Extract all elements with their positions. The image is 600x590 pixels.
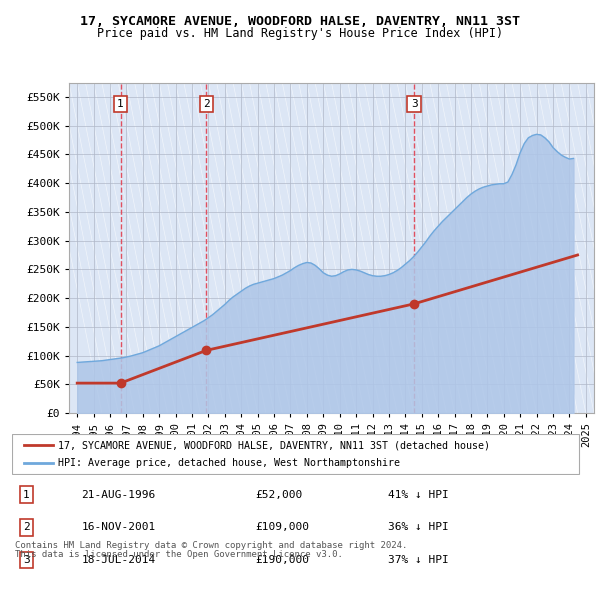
Text: £109,000: £109,000 xyxy=(255,522,309,532)
Text: £190,000: £190,000 xyxy=(255,555,309,565)
Text: This data is licensed under the Open Government Licence v3.0.: This data is licensed under the Open Gov… xyxy=(15,550,343,559)
Text: 1: 1 xyxy=(117,99,124,109)
Text: £52,000: £52,000 xyxy=(255,490,302,500)
Text: 17, SYCAMORE AVENUE, WOODFORD HALSE, DAVENTRY, NN11 3ST (detached house): 17, SYCAMORE AVENUE, WOODFORD HALSE, DAV… xyxy=(58,440,490,450)
Text: 18-JUL-2014: 18-JUL-2014 xyxy=(82,555,156,565)
Text: 3: 3 xyxy=(23,555,30,565)
Text: Contains HM Land Registry data © Crown copyright and database right 2024.: Contains HM Land Registry data © Crown c… xyxy=(15,541,407,550)
Text: 1: 1 xyxy=(23,490,30,500)
Text: 2: 2 xyxy=(203,99,209,109)
Text: 41% ↓ HPI: 41% ↓ HPI xyxy=(388,490,449,500)
Text: 2: 2 xyxy=(23,522,30,532)
Text: 37% ↓ HPI: 37% ↓ HPI xyxy=(388,555,449,565)
Text: 16-NOV-2001: 16-NOV-2001 xyxy=(82,522,156,532)
Text: 36% ↓ HPI: 36% ↓ HPI xyxy=(388,522,449,532)
Text: 3: 3 xyxy=(411,99,418,109)
Text: 17, SYCAMORE AVENUE, WOODFORD HALSE, DAVENTRY, NN11 3ST: 17, SYCAMORE AVENUE, WOODFORD HALSE, DAV… xyxy=(80,15,520,28)
FancyBboxPatch shape xyxy=(12,434,580,474)
Text: 21-AUG-1996: 21-AUG-1996 xyxy=(82,490,156,500)
Text: HPI: Average price, detached house, West Northamptonshire: HPI: Average price, detached house, West… xyxy=(58,458,400,468)
Text: Price paid vs. HM Land Registry's House Price Index (HPI): Price paid vs. HM Land Registry's House … xyxy=(97,27,503,40)
